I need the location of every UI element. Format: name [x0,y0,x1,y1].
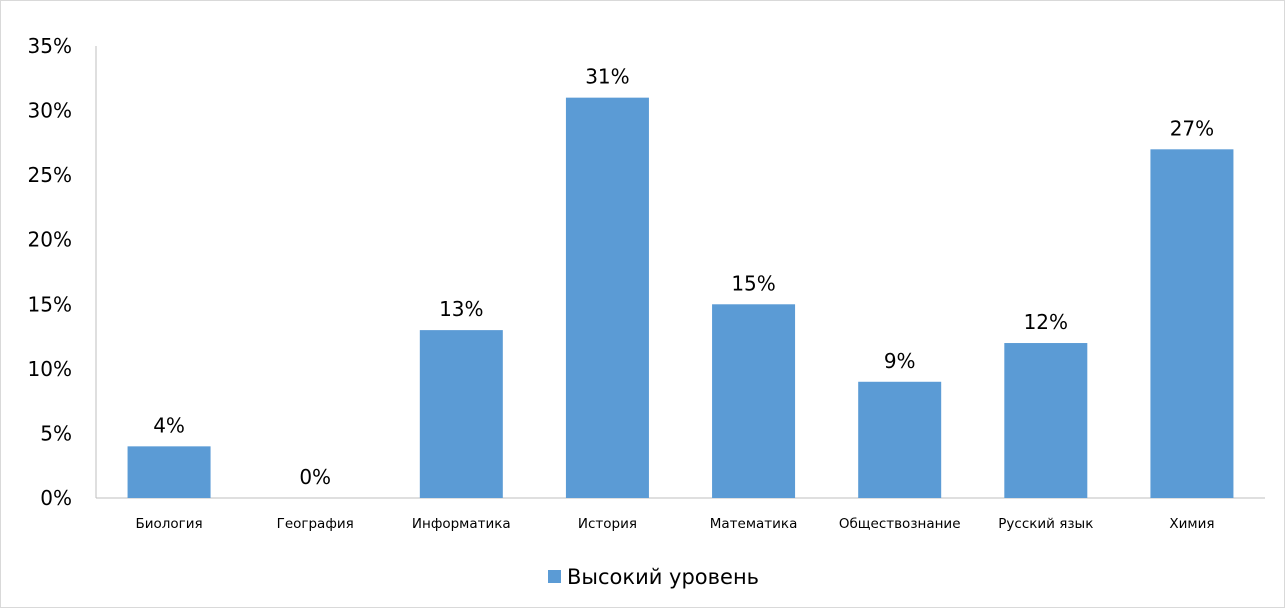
bar [127,446,211,498]
bar-series [127,97,1234,499]
y-tick-label: 35% [28,34,72,58]
data-labels: 4% 0% 13% 31% 15% 9% 12% 27% [153,65,1214,489]
bar [1004,343,1088,498]
y-axis-ticks: 0% 5% 10% 15% 20% 25% 30% 35% [28,34,72,510]
bar [419,330,503,498]
y-tick-label: 30% [28,99,72,123]
bar [565,97,649,499]
data-label: 4% [153,413,185,437]
bar [858,381,942,498]
category-label: Русский язык [998,516,1093,532]
bar [1150,149,1234,499]
legend-label: Высокий уровень [567,565,759,589]
category-label: География [277,516,354,532]
category-label: Математика [710,516,798,532]
data-label: 12% [1024,310,1068,334]
data-label: 0% [299,465,331,489]
data-label: 13% [439,297,483,321]
category-label: Химия [1169,516,1214,532]
legend: Высокий уровень [548,565,759,589]
category-label: Обществознание [839,516,961,532]
y-tick-label: 0% [40,486,72,510]
data-label: 15% [731,271,775,295]
y-tick-label: 5% [40,421,72,445]
y-tick-label: 15% [28,292,72,316]
y-tick-label: 25% [28,163,72,187]
data-label: 9% [884,349,916,373]
y-tick-label: 10% [28,357,72,381]
y-tick-label: 20% [28,228,72,252]
legend-swatch [548,570,561,583]
category-label: История [578,516,637,532]
category-label: Информатика [412,516,511,532]
bar [712,304,796,498]
x-axis-categories: Биология География Информатика История Матем… [135,516,1214,532]
data-label: 31% [585,65,629,89]
category-label: Биология [135,516,202,532]
data-label: 27% [1170,116,1214,140]
